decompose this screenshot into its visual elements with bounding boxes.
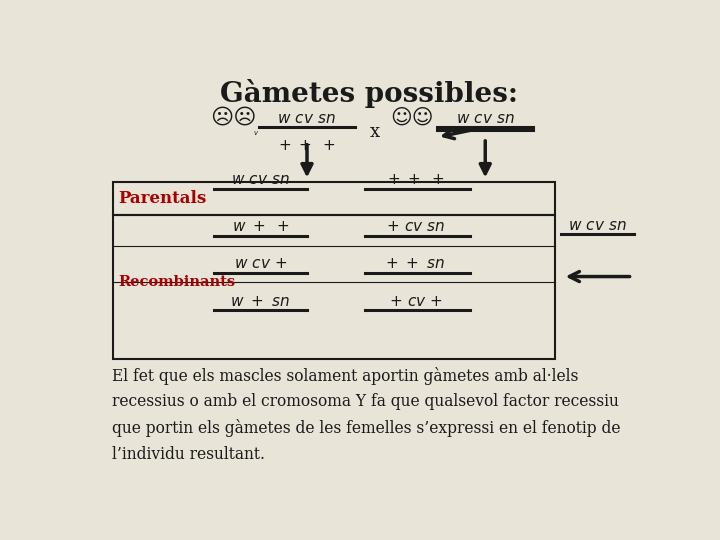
Text: Gàmetes possibles:: Gàmetes possibles: [220,79,518,107]
Text: ☺☺: ☺☺ [390,108,433,128]
Text: $w$ $cv$ $sn$: $w$ $cv$ $sn$ [456,112,515,126]
Text: $+\ +\ +$: $+\ +\ +$ [387,173,444,187]
Text: $+$ $cv$ $+$: $+$ $cv$ $+$ [389,295,443,309]
Text: Parentals: Parentals [119,190,207,206]
Text: $w$ $cv$ $+$: $w$ $cv$ $+$ [234,257,287,271]
Text: El fet que els mascles solament aportin gàmetes amb al·lels
recessius o amb el c: El fet que els mascles solament aportin … [112,367,620,463]
Text: $w$ $cv$ $sn$: $w$ $cv$ $sn$ [568,219,627,233]
Text: $+$ $cv$ $sn$: $+$ $cv$ $sn$ [386,220,445,234]
Text: Recombinants: Recombinants [119,275,236,289]
Text: $_v$: $_v$ [253,129,259,138]
Text: $w$ $cv$ $sn$: $w$ $cv$ $sn$ [231,173,290,187]
Text: $w$ $cv$ $sn$: $w$ $cv$ $sn$ [277,112,336,126]
Text: $+\ +\ +$: $+\ +\ +$ [278,139,336,153]
Bar [113,215,555,359]
Text: $w\ +\ +$: $w\ +\ +$ [232,220,289,234]
Text: $+\ +$ $sn$: $+\ +$ $sn$ [385,257,446,271]
Bar [113,182,555,215]
Text: x: x [370,123,380,141]
Text: $w\ +$ $sn$: $w\ +$ $sn$ [230,295,290,309]
Text: ☹☹: ☹☹ [210,108,256,128]
